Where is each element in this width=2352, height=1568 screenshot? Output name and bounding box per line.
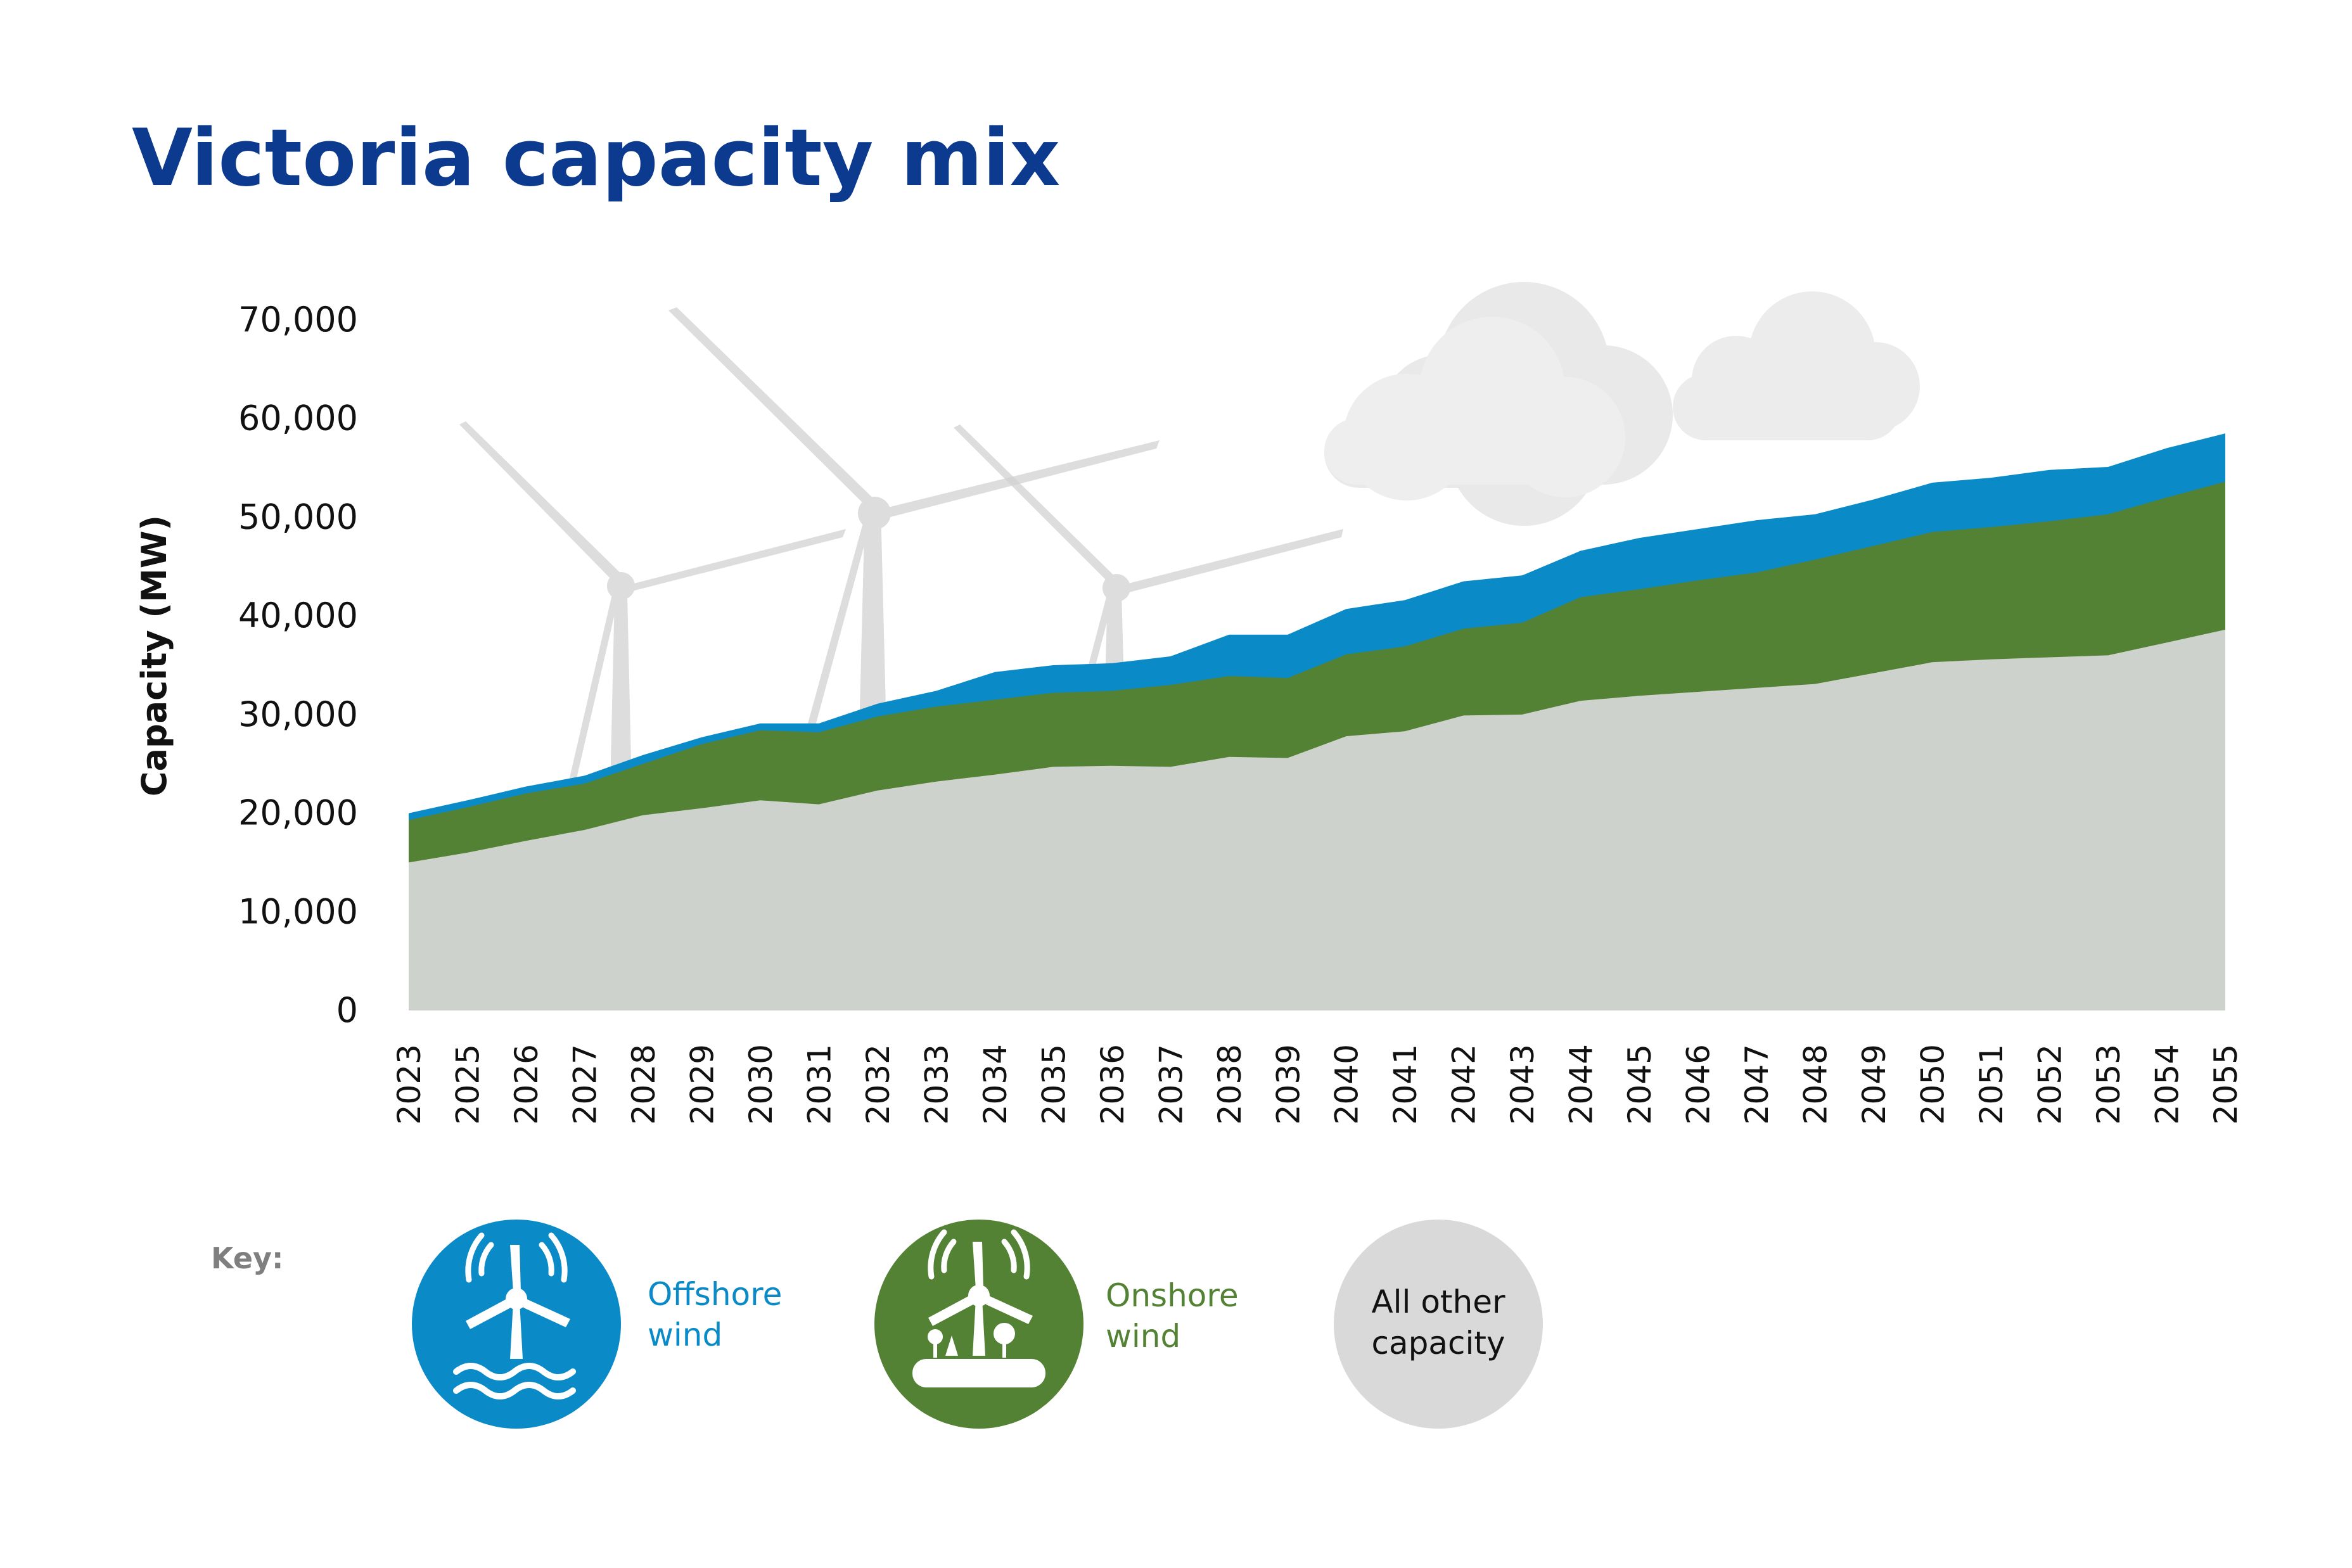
x-tick-label: 2026	[508, 1044, 545, 1125]
x-tick-label: 2037	[1153, 1044, 1189, 1125]
y-tick-label: 30,000	[238, 694, 358, 734]
cloud-icon	[1324, 317, 1625, 500]
legend-swatch-other	[1334, 1220, 1543, 1429]
chart-title: Victoria capacity mix	[132, 113, 1060, 204]
x-tick-label: 2036	[1094, 1044, 1131, 1125]
legend-key-label: Key:	[211, 1241, 283, 1275]
x-tick-label: 2029	[684, 1044, 720, 1125]
x-tick-label: 2031	[801, 1044, 838, 1125]
x-tick-label: 2055	[2208, 1044, 2244, 1125]
x-tick-label: 2040	[1329, 1044, 1365, 1125]
x-tick-label: 2050	[1915, 1044, 1952, 1125]
y-tick-label: 60,000	[238, 398, 358, 438]
legend-label-offshore-2: wind	[648, 1316, 722, 1353]
x-tick-label: 2045	[1621, 1044, 1658, 1125]
legend-item-other: All other capacity	[1334, 1220, 1543, 1429]
x-tick-label: 2032	[860, 1044, 897, 1125]
offshore-wind-turbine-icon	[453, 1232, 576, 1399]
x-tick-label: 2048	[1798, 1044, 1834, 1125]
x-tick-label: 2033	[918, 1044, 955, 1125]
x-tick-label: 2051	[1973, 1044, 2010, 1125]
x-tick-label: 2030	[743, 1044, 779, 1125]
x-tick-label: 2028	[625, 1044, 662, 1125]
x-tick-label: 2052	[2032, 1044, 2069, 1125]
legend: Key: Offshore wind	[211, 1220, 1543, 1429]
x-tick-label: 2044	[1563, 1044, 1600, 1125]
y-tick-label: 10,000	[238, 891, 358, 931]
area-series-other	[409, 629, 2225, 1010]
onshore-wind-turbine-icon	[912, 1229, 1045, 1387]
x-tick-label: 2025	[450, 1044, 487, 1125]
x-tick-label: 2041	[1387, 1044, 1424, 1125]
y-tick-label: 20,000	[238, 793, 358, 833]
x-tick-label: 2038	[1211, 1044, 1248, 1125]
x-tick-label: 2049	[1856, 1044, 1893, 1125]
x-tick-label: 2034	[977, 1044, 1014, 1125]
x-axis: 2023 2025 2026 2027 2028 2029 2030 2031 2032 2033…	[391, 1044, 2244, 1125]
legend-item-onshore: Onshore wind	[874, 1220, 1239, 1429]
x-tick-label: 2043	[1504, 1044, 1541, 1125]
legend-label-other-2: capacity	[1371, 1325, 1505, 1361]
x-tick-label: 2054	[2149, 1044, 2186, 1125]
x-tick-label: 2053	[2090, 1044, 2127, 1125]
y-tick-label: 40,000	[238, 596, 358, 635]
legend-label-onshore-2: wind	[1106, 1318, 1180, 1354]
legend-label-other-1: All other	[1371, 1284, 1505, 1320]
cloud-icon	[1673, 291, 1920, 440]
x-tick-label: 2035	[1035, 1044, 1072, 1125]
legend-label-offshore-1: Offshore	[648, 1276, 782, 1313]
x-tick-label: 2046	[1680, 1044, 1717, 1125]
legend-item-offshore: Offshore wind	[412, 1220, 782, 1429]
y-axis-label: Capacity (MW)	[134, 515, 174, 796]
y-tick-label: 70,000	[238, 300, 358, 340]
x-tick-label: 2042	[1446, 1044, 1483, 1125]
legend-label-onshore-1: Onshore	[1106, 1277, 1239, 1314]
y-tick-label: 50,000	[238, 497, 358, 537]
x-tick-label: 2027	[567, 1044, 604, 1125]
x-tick-label: 2047	[1739, 1044, 1775, 1125]
stacked-areas	[409, 433, 2225, 1010]
y-tick-label: 0	[336, 990, 358, 1030]
y-axis: 0 10,000 20,000 30,000 40,000 50,000 60,000 70,…	[238, 300, 358, 1030]
x-tick-label: 2039	[1270, 1044, 1307, 1125]
x-tick-label: 2023	[391, 1044, 428, 1125]
